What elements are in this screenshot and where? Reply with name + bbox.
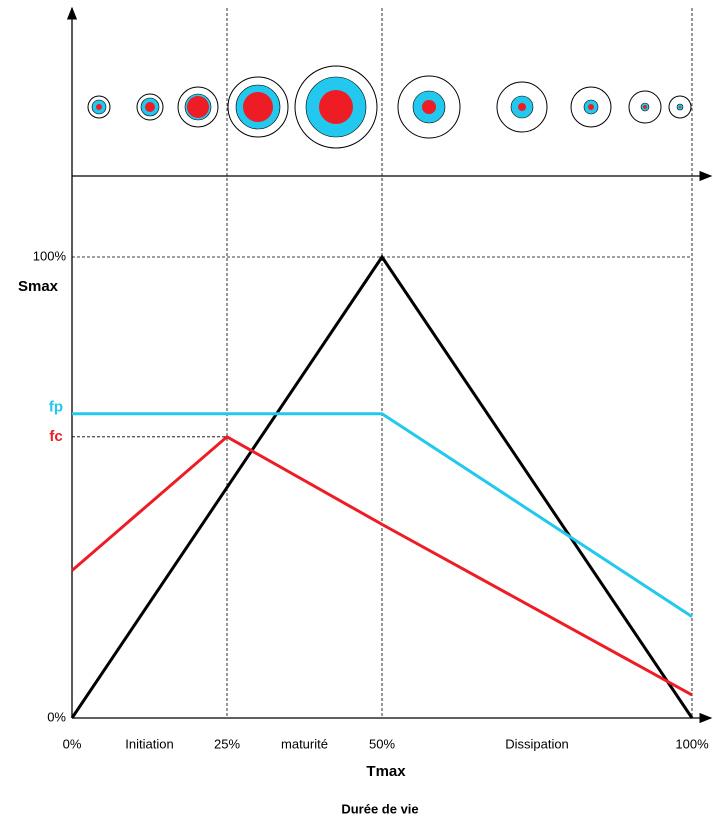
bubble-fc	[96, 104, 102, 110]
phase-label: maturité	[281, 736, 328, 751]
phase-label: Initiation	[125, 736, 173, 751]
bubble-fc	[422, 100, 436, 114]
phase-label: Dissipation	[505, 736, 569, 751]
chart: Tmax Smax Durée de vie 0% 25% 50% 100% Initi…	[0, 0, 713, 820]
bubble-fc	[319, 90, 353, 124]
bubble-fc	[643, 105, 647, 109]
y-tick-label: 0%	[47, 709, 66, 724]
series-label: fc	[49, 428, 62, 445]
chart-title: Durée de vie	[341, 801, 418, 816]
y-tick-label: 100%	[33, 248, 67, 263]
bubble-fc	[145, 102, 155, 112]
bubble-fc	[187, 96, 209, 118]
y-label: Smax	[18, 278, 59, 295]
bubble-fc	[679, 106, 681, 108]
x-label: Tmax	[366, 763, 406, 780]
bubble-fc	[518, 103, 526, 111]
x-tick-label: 0%	[63, 736, 82, 751]
bubble-fc	[588, 104, 594, 110]
x-tick-label: 100%	[675, 736, 709, 751]
x-tick-label: 25%	[214, 736, 240, 751]
series-label: fp	[49, 399, 63, 416]
x-tick-label: 50%	[369, 736, 395, 751]
bubbles	[72, 8, 711, 176]
bubble-fc	[243, 92, 273, 122]
